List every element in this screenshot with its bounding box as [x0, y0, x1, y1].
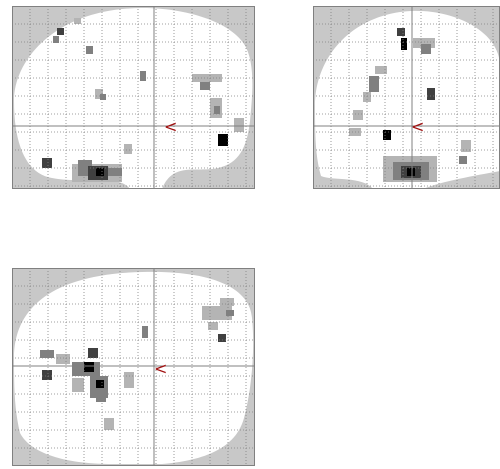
dotted-grid [313, 6, 500, 189]
crosshair-marker: < [411, 117, 424, 136]
crosshair-marker: < [164, 117, 177, 136]
activation-blobs [42, 18, 244, 182]
sagittal-view: < [12, 6, 255, 189]
brain-outline [14, 271, 254, 464]
coronal-view: < [313, 6, 500, 189]
panel-border [12, 6, 255, 189]
dotted-grid [12, 6, 255, 189]
activation-blobs [349, 28, 471, 182]
crosshair-marker: < [154, 359, 167, 378]
brain-outline [14, 8, 253, 189]
dotted-grid [12, 268, 255, 466]
panel-border [12, 268, 255, 466]
axial-view: < [12, 268, 255, 466]
brain-outline [315, 10, 500, 189]
activation-blobs [40, 298, 234, 430]
